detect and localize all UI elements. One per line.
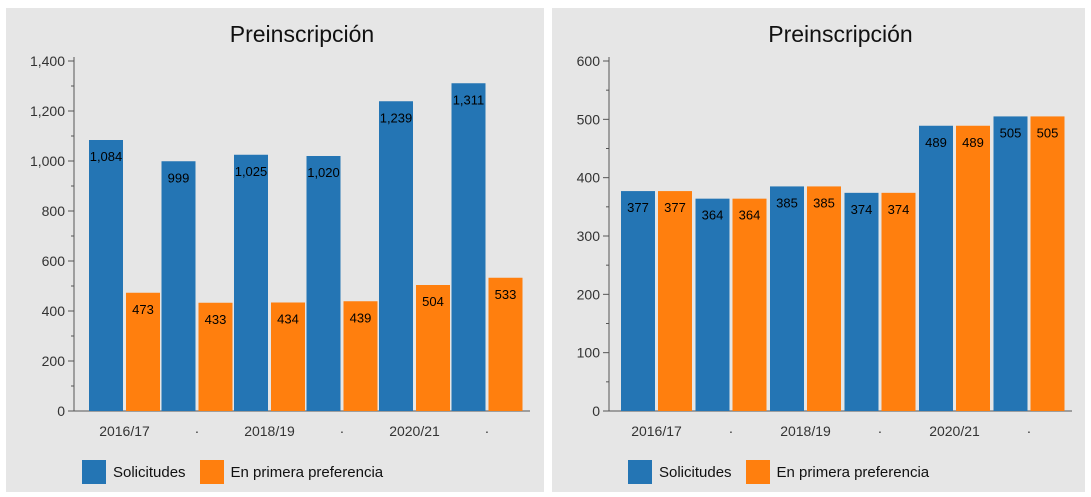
bar-solicitudes [844, 192, 879, 411]
chart-panel-right: Preinscripción 0 100 200 300 400 500 600 377 377 2… [552, 8, 1085, 492]
x-tick-label: 2020/21 [389, 423, 440, 439]
legend-label-solicitudes: Solicitudes [659, 463, 732, 481]
chart-title: Preinscripción [768, 21, 912, 47]
legend-item-solicitudes: Solicitudes [82, 460, 186, 484]
data-label-solicitudes: 489 [925, 135, 947, 150]
data-label-solicitudes: 385 [776, 195, 798, 210]
bar-solicitudes [451, 83, 486, 411]
legend-swatch-solicitudes [82, 460, 106, 484]
data-label-preferencia: 374 [888, 202, 910, 217]
bar-preferencia [488, 277, 523, 411]
data-label-preferencia: 504 [422, 294, 444, 309]
bar-solicitudes [621, 191, 655, 411]
y-tick-label: 500 [577, 111, 601, 127]
bar-solicitudes [379, 101, 413, 411]
legend-item-solicitudes: Solicitudes [628, 460, 732, 484]
y-tick-label: 800 [42, 203, 66, 219]
x-tick-label: · [878, 423, 883, 439]
data-label-solicitudes: 1,311 [453, 92, 485, 107]
bar-preferencia [881, 192, 916, 411]
y-tick-label: 300 [577, 228, 601, 244]
y-tick-label: 200 [577, 286, 601, 302]
chart-right-svg: Preinscripción 0 100 200 300 400 500 600 377 377 2… [577, 21, 1072, 439]
data-label-preferencia: 533 [495, 287, 517, 302]
bar-preferencia [126, 292, 160, 411]
legend-label-preferencia: En primera preferencia [776, 463, 930, 481]
y-tick-label: 1,000 [30, 153, 65, 169]
bar-preferencia [198, 302, 233, 411]
x-tick-label: 2016/17 [99, 423, 150, 439]
y-tick-label: 600 [577, 53, 601, 69]
legend-swatch-preferencia [745, 460, 770, 484]
x-tick-label: · [195, 423, 200, 439]
data-label-preferencia: 434 [277, 312, 299, 327]
data-label-preferencia: 505 [1037, 125, 1059, 140]
legend-right: Solicitudes En primera preferencia [628, 460, 943, 484]
x-tick-label: 2020/21 [929, 423, 980, 439]
data-label-preferencia: 473 [132, 302, 154, 317]
bar-solicitudes [161, 161, 196, 411]
y-tick-label: 400 [577, 170, 601, 186]
y-tick-label: 1,200 [30, 103, 65, 119]
legend-swatch-solicitudes [628, 460, 652, 484]
y-tick-label: 200 [42, 353, 66, 369]
data-label-solicitudes: 999 [168, 170, 190, 185]
data-label-solicitudes: 1,020 [307, 165, 340, 180]
bar-preferencia [732, 198, 767, 411]
bar-solicitudes [770, 186, 804, 411]
data-label-preferencia: 385 [813, 195, 835, 210]
legend-label-solicitudes: Solicitudes [113, 463, 186, 481]
legend-left: Solicitudes En primera preferencia [82, 460, 397, 484]
bar-preferencia [658, 191, 692, 411]
legend-item-preferencia: En primera preferencia [745, 460, 930, 484]
x-tick-label: 2018/19 [244, 423, 295, 439]
data-label-solicitudes: 377 [627, 200, 649, 215]
bar-solicitudes [993, 116, 1028, 412]
data-label-preferencia: 439 [350, 310, 372, 325]
bar-preferencia [343, 301, 378, 411]
x-tick-label: 2016/17 [631, 423, 682, 439]
data-label-preferencia: 364 [739, 208, 761, 223]
bar-solicitudes [919, 125, 953, 411]
legend-swatch-preferencia [199, 460, 224, 484]
bar-solicitudes [306, 156, 341, 411]
data-label-solicitudes: 1,084 [90, 149, 123, 164]
y-tick-label: 600 [42, 253, 66, 269]
bar-solicitudes [695, 198, 730, 411]
chart-panel-left: Preinscripción 0 200 400 600 800 1,000 1,200 1,4… [6, 8, 544, 492]
y-tick-label: 1,400 [30, 53, 65, 69]
y-tick-label: 0 [57, 403, 65, 419]
bar-preferencia [956, 125, 990, 411]
x-tick-label: · [729, 423, 734, 439]
legend-item-preferencia: En primera preferencia [199, 460, 384, 484]
data-label-preferencia: 433 [205, 312, 227, 327]
y-tick-label: 100 [577, 345, 601, 361]
bar-preferencia [807, 186, 841, 411]
bar-preferencia [416, 285, 450, 411]
chart-title: Preinscripción [230, 21, 374, 47]
data-label-solicitudes: 1,239 [380, 110, 413, 125]
x-tick-label: · [485, 423, 490, 439]
data-label-solicitudes: 1,025 [235, 164, 268, 179]
data-label-solicitudes: 364 [702, 208, 724, 223]
y-tick-label: 0 [592, 403, 600, 419]
bar-solicitudes [89, 140, 123, 411]
y-tick-label: 400 [42, 303, 66, 319]
legend-label-preferencia: En primera preferencia [230, 463, 384, 481]
bar-preferencia [271, 302, 305, 411]
chart-left-svg: Preinscripción 0 200 400 600 800 1,000 1,200 1,4… [30, 21, 530, 439]
x-tick-label: · [340, 423, 345, 439]
x-tick-label: 2018/19 [780, 423, 831, 439]
bar-solicitudes [234, 154, 268, 411]
data-label-preferencia: 377 [664, 200, 686, 215]
data-label-solicitudes: 505 [1000, 125, 1022, 140]
data-label-preferencia: 489 [962, 135, 984, 150]
data-label-solicitudes: 374 [851, 202, 873, 217]
bar-preferencia [1030, 116, 1065, 412]
x-tick-label: · [1027, 423, 1032, 439]
